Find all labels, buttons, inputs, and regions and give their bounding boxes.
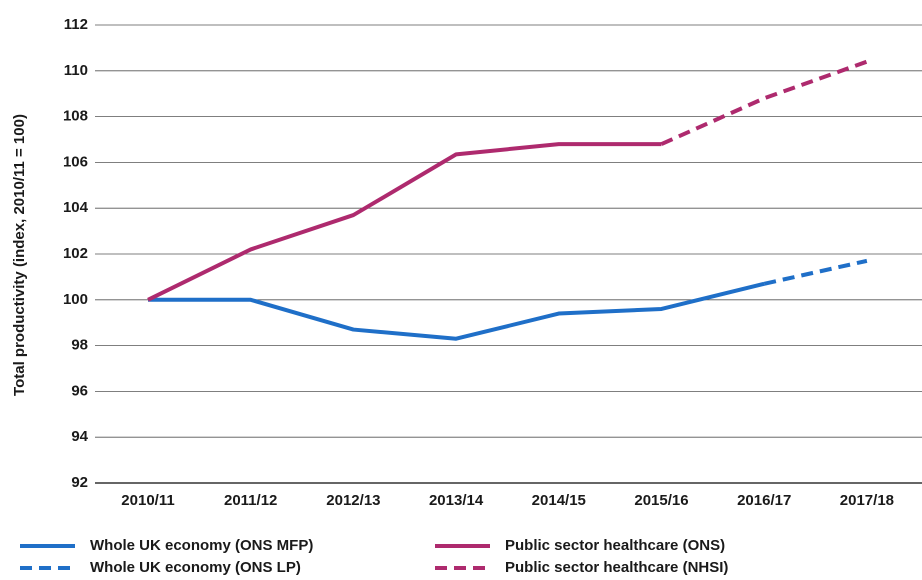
y-tick-label: 106 — [63, 153, 88, 170]
y-tick-label: 92 — [71, 474, 88, 491]
legend-label: Public sector healthcare (ONS) — [505, 537, 725, 554]
y-tick-label: 104 — [63, 199, 89, 216]
x-tick-label: 2011/12 — [224, 492, 277, 509]
x-tick-label: 2014/15 — [532, 492, 586, 509]
series-line — [763, 258, 868, 286]
series-line — [147, 142, 662, 302]
x-tick-label: 2010/11 — [121, 492, 174, 509]
y-tick-label: 108 — [63, 108, 88, 125]
x-tick-label: 2016/17 — [737, 492, 791, 509]
y-tick-label: 112 — [64, 16, 88, 33]
legend-label: Whole UK economy (ONS LP) — [90, 559, 301, 576]
x-tick-label: 2013/14 — [429, 492, 484, 509]
x-tick-label: 2012/13 — [326, 492, 380, 509]
series-line — [148, 281, 765, 341]
y-tick-label: 98 — [71, 337, 88, 354]
y-tick-label: 102 — [63, 245, 88, 262]
y-tick-label: 100 — [63, 291, 88, 308]
y-tick-label: 110 — [64, 62, 88, 79]
y-axis-label: Total productivity (index, 2010/11 = 100… — [11, 114, 28, 396]
y-tick-label: 96 — [71, 382, 88, 399]
x-tick-label: 2015/16 — [634, 492, 688, 509]
y-tick-label: 94 — [71, 428, 88, 445]
series-line — [660, 59, 868, 146]
legend-label: Whole UK economy (ONS MFP) — [90, 537, 313, 554]
x-tick-label: 2017/18 — [840, 492, 894, 509]
legend-label: Public sector healthcare (NHSI) — [505, 559, 728, 576]
